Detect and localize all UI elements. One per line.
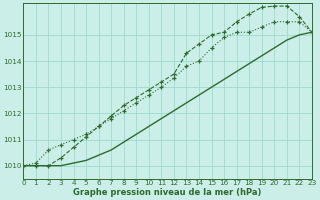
X-axis label: Graphe pression niveau de la mer (hPa): Graphe pression niveau de la mer (hPa) <box>74 188 262 197</box>
